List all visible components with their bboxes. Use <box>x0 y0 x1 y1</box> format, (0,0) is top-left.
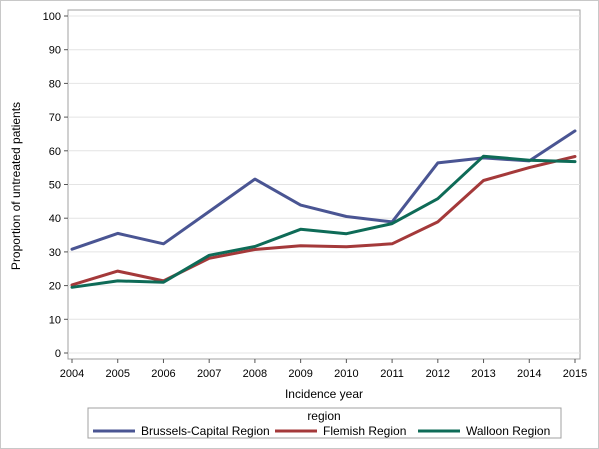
y-tick-label: 10 <box>49 314 61 326</box>
legend-box <box>87 407 562 439</box>
y-axis-title: Proportion of untreated patients <box>9 102 23 270</box>
x-tick-label: 2013 <box>471 368 495 380</box>
y-tick-label: 0 <box>55 348 61 360</box>
y-tick-label: 100 <box>43 11 61 23</box>
y-tick-label: 90 <box>49 45 61 57</box>
x-tick-label: 2006 <box>151 368 175 380</box>
x-tick-label: 2011 <box>380 368 404 380</box>
series-lines <box>70 129 577 289</box>
y-tick-label: 30 <box>49 247 61 259</box>
y-axis: 0 10 20 30 40 50 60 70 80 90 100 <box>43 11 68 360</box>
legend: region Brussels-Capital Region Flemish Re… <box>87 407 562 439</box>
legend-entry-label: Walloon Region <box>466 424 550 438</box>
x-axis: 2004 2005 2006 2007 2008 2009 2010 2011 2012 2013… <box>60 359 587 380</box>
series-line-1 <box>70 129 577 251</box>
x-tick-label: 2004 <box>60 368 84 380</box>
x-tick-label: 2008 <box>243 368 267 380</box>
y-tick-label: 50 <box>49 180 61 192</box>
x-tick-label: 2005 <box>105 368 129 380</box>
y-tick-label: 70 <box>49 112 61 124</box>
legend-entry-label: Flemish Region <box>323 424 406 438</box>
x-tick-label: 2009 <box>288 368 312 380</box>
y-tick-label: 60 <box>49 146 61 158</box>
x-tick-label: 2012 <box>426 368 450 380</box>
x-tick-label: 2014 <box>517 368 541 380</box>
y-tick-label: 80 <box>49 78 61 90</box>
x-tick-label: 2007 <box>197 368 221 380</box>
series-line-2 <box>70 155 577 287</box>
x-tick-label: 2015 <box>563 368 587 380</box>
series-line-3 <box>70 154 577 289</box>
y-tick-label: 20 <box>49 281 61 293</box>
x-tick-label: 2010 <box>334 368 358 380</box>
y-tick-label: 40 <box>49 213 61 225</box>
gridlines <box>68 15 580 354</box>
legend-title: region <box>307 409 340 423</box>
legend-entry-label: Brussels-Capital Region <box>141 424 270 438</box>
x-axis-title: Incidence year <box>285 387 363 401</box>
